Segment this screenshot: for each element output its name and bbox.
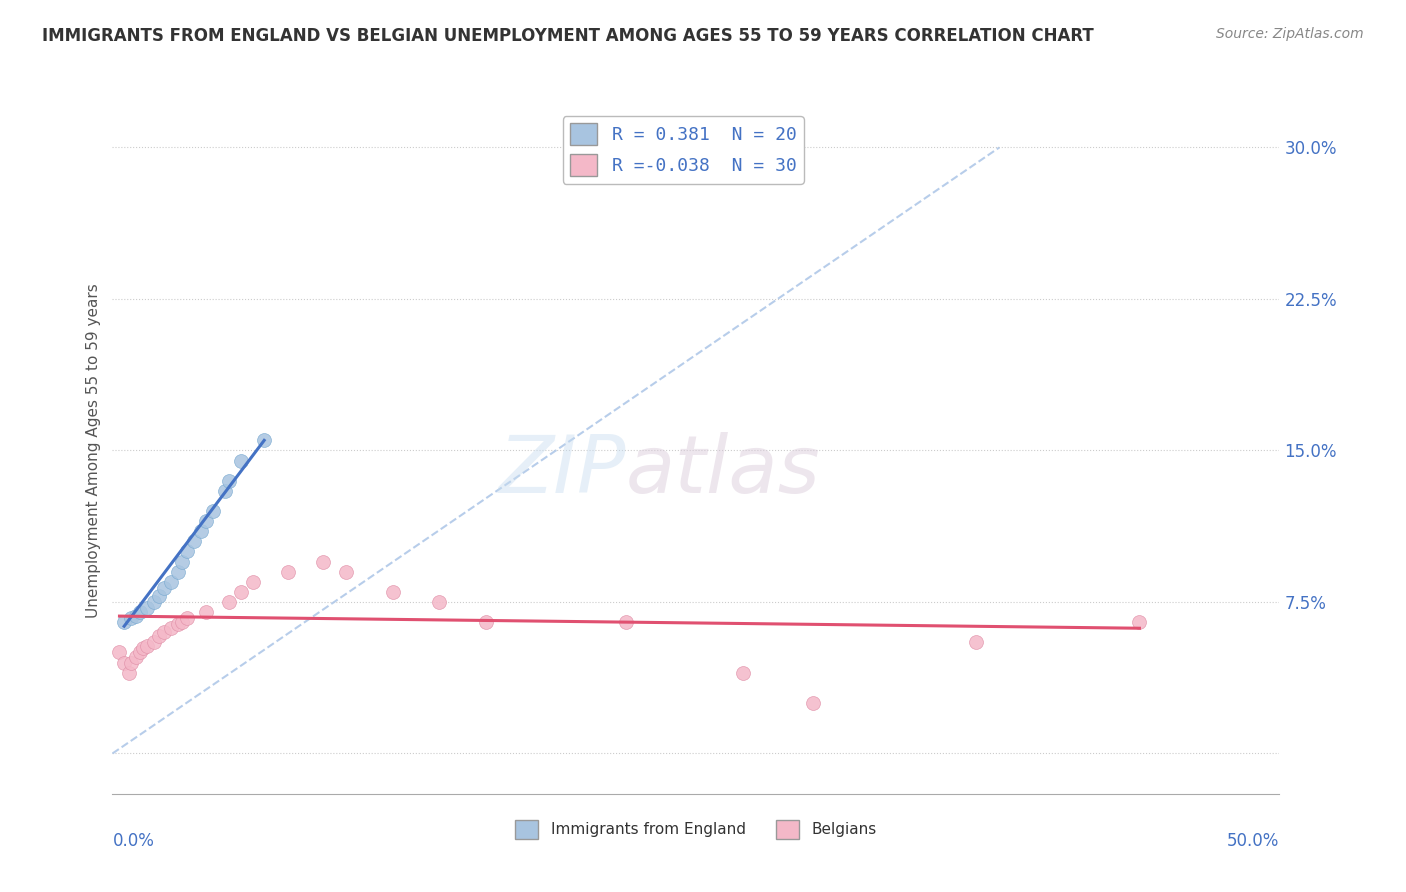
Point [125,609,148,624]
Y-axis label: Unemployment Among Ages 55 to 59 years: Unemployment Among Ages 55 to 59 years [86,283,101,618]
Point [176,544,198,558]
Point [118,665,141,680]
Point [194,605,217,619]
Point [160,574,183,589]
Point [427,595,450,609]
Point [229,453,252,467]
Text: 0.0%: 0.0% [112,831,155,850]
Point [201,504,224,518]
Point [1128,615,1150,630]
Point [112,656,135,670]
Point [190,524,212,539]
Text: 50.0%: 50.0% [1227,831,1279,850]
Point [218,474,240,488]
Point [614,615,637,630]
Point [172,555,194,569]
Point [965,635,987,649]
Point [143,595,166,609]
Point [335,565,357,579]
Point [120,656,142,670]
Point [276,565,298,579]
Point [214,483,236,498]
Point [120,611,142,625]
Point [143,635,166,649]
Point [166,617,188,632]
Point [242,574,264,589]
Point [160,621,183,635]
Point [112,615,135,630]
Point [136,640,159,654]
Text: Source: ZipAtlas.com: Source: ZipAtlas.com [1216,27,1364,41]
Point [731,665,754,680]
Point [176,611,198,625]
Point [194,514,217,528]
Point [153,581,176,595]
Text: atlas: atlas [626,432,821,510]
Text: IMMIGRANTS FROM ENGLAND VS BELGIAN UNEMPLOYMENT AMONG AGES 55 TO 59 YEARS CORREL: IMMIGRANTS FROM ENGLAND VS BELGIAN UNEMP… [42,27,1094,45]
Point [129,645,152,659]
Point [148,629,170,643]
Point [153,625,176,640]
Point [108,645,131,659]
Point [311,555,333,569]
Point [148,589,170,603]
Point [475,615,498,630]
Point [801,696,824,710]
Point [172,615,194,630]
Point [253,434,276,448]
Point [229,585,252,599]
Point [218,595,240,609]
Point [125,649,148,664]
Legend: Immigrants from England, Belgians: Immigrants from England, Belgians [509,814,883,845]
Point [183,534,205,549]
Point [132,641,155,656]
Point [136,601,159,615]
Text: ZIP: ZIP [499,432,626,510]
Point [129,605,152,619]
Point [381,585,404,599]
Point [166,565,188,579]
